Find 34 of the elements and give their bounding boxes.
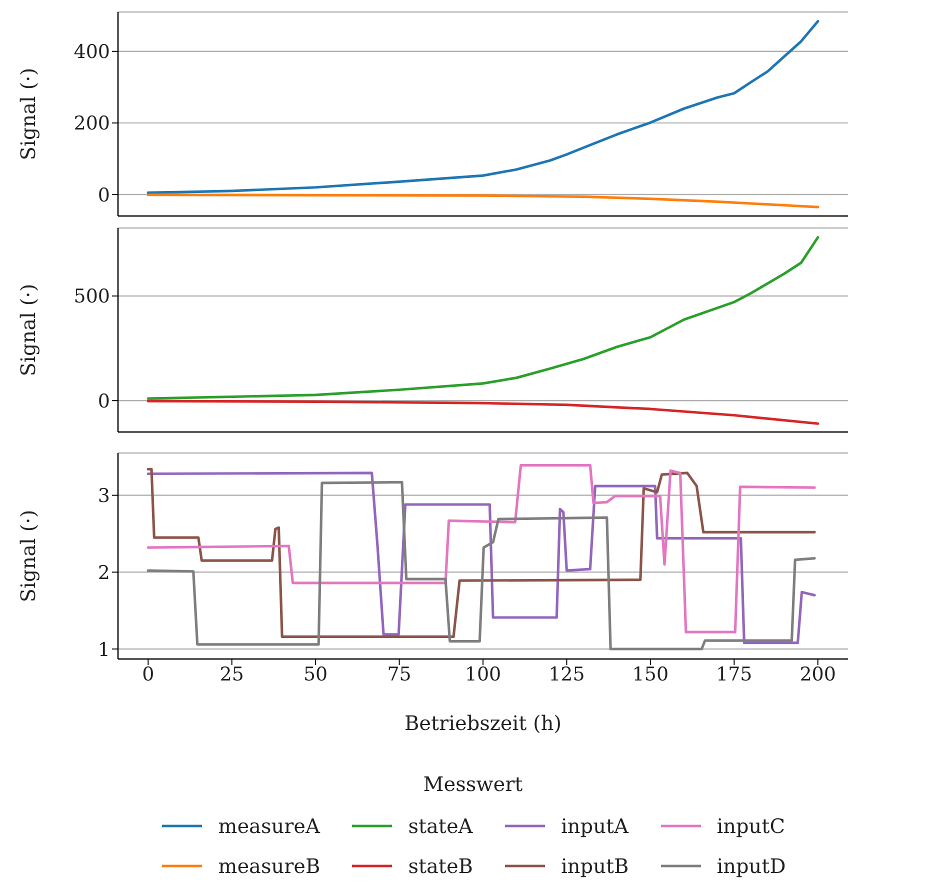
legend-label: inputD bbox=[716, 854, 786, 878]
x-axis-title: Betriebszeit (h) bbox=[404, 711, 562, 735]
y-tick-label: 400 bbox=[74, 41, 110, 64]
legend-label: measureA bbox=[218, 814, 320, 838]
y-tick-label: 500 bbox=[74, 286, 110, 308]
legend-label: stateA bbox=[408, 814, 473, 838]
legend-label: inputC bbox=[716, 814, 786, 838]
x-tick-label: 200 bbox=[800, 663, 836, 686]
x-tick-label: 175 bbox=[716, 663, 752, 686]
x-tick-label: 150 bbox=[632, 663, 669, 686]
legend-title: Messwert bbox=[423, 772, 523, 796]
y-tick-label: 200 bbox=[74, 112, 110, 135]
legend-label: stateB bbox=[408, 854, 473, 878]
legend-label: inputB bbox=[561, 854, 629, 878]
y-tick-label: 0 bbox=[98, 184, 110, 206]
line-series bbox=[146, 194, 820, 208]
y-axis-title: Signal (·) bbox=[16, 68, 40, 160]
legend-label: measureB bbox=[218, 854, 320, 878]
y-tick-label: 1 bbox=[98, 638, 110, 661]
y-axis-title: Signal (·) bbox=[16, 284, 40, 376]
x-tick-label: 125 bbox=[548, 663, 585, 686]
y-axis-title: Signal (·) bbox=[16, 510, 40, 602]
x-tick-label: 0 bbox=[142, 663, 154, 686]
legend-label: inputA bbox=[561, 814, 628, 838]
line-series bbox=[146, 20, 820, 194]
y-tick-label: 0 bbox=[98, 390, 110, 412]
y-tick-label: 2 bbox=[98, 562, 110, 584]
y-tick-label: 3 bbox=[98, 485, 110, 508]
line-series bbox=[146, 400, 820, 425]
x-tick-label: 50 bbox=[303, 663, 328, 686]
x-tick-label: 75 bbox=[387, 663, 412, 686]
x-tick-label: 100 bbox=[464, 663, 502, 686]
line-series bbox=[146, 236, 820, 400]
x-tick-label: 25 bbox=[220, 663, 244, 686]
